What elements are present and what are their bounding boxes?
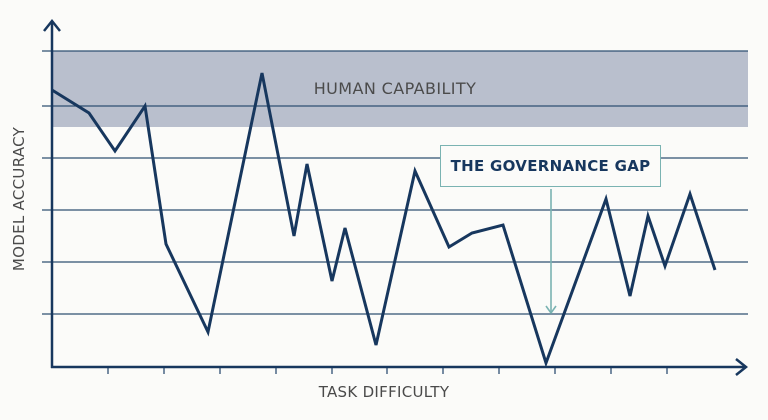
human-capability-band [52,51,748,127]
governance-gap-callout: THE GOVERNANCE GAP [440,145,661,187]
human-capability-label: HUMAN CAPABILITY [313,79,477,98]
y-axis-arrow-icon [43,18,61,32]
x-axis-arrow-icon [735,358,749,376]
x-axis-label: TASK DIFFICULTY [318,383,450,401]
governance-gap-label: THE GOVERNANCE GAP [450,157,651,175]
accuracy-line [51,72,717,368]
arrow-down-icon [545,305,557,315]
y-axis-label: MODEL ACCURACY [10,126,28,272]
